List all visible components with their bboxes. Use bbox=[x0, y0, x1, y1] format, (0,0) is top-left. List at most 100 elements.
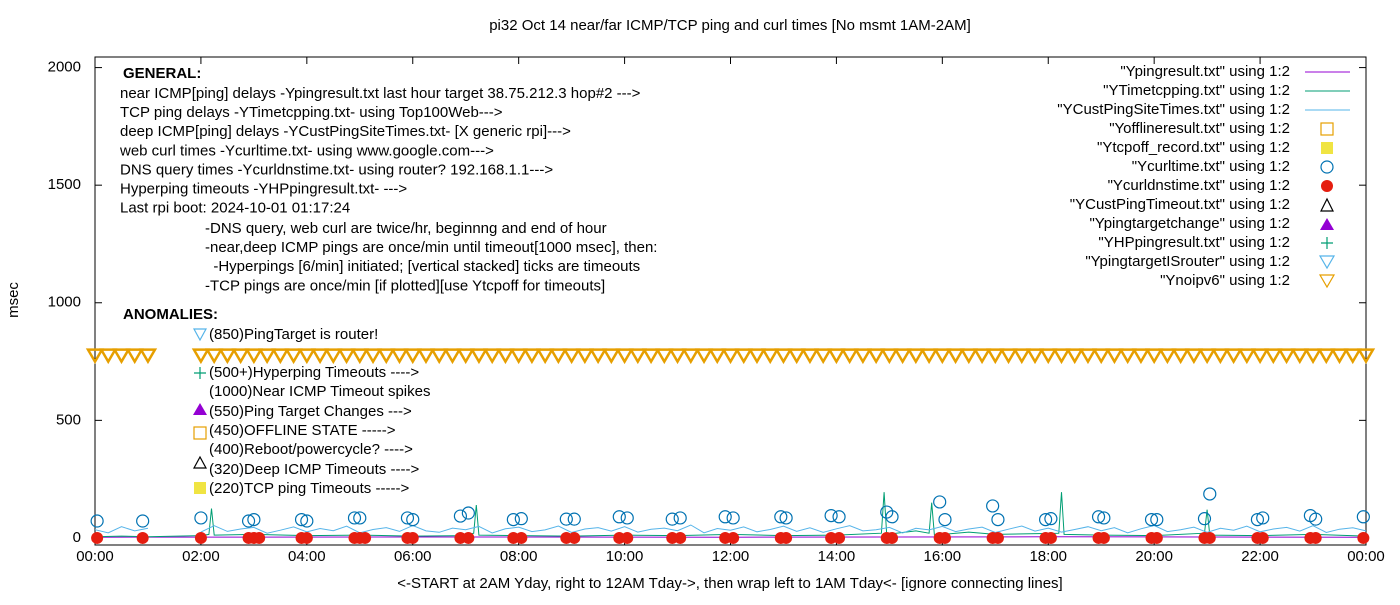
series-point bbox=[1054, 350, 1068, 362]
annotation: (320)Deep ICMP Timeouts ----> bbox=[209, 461, 419, 478]
series-point bbox=[515, 532, 527, 544]
series-point bbox=[1319, 350, 1333, 362]
x-tick-label: 04:00 bbox=[288, 548, 326, 565]
series-point bbox=[353, 350, 367, 362]
legend-swatch bbox=[1321, 142, 1333, 154]
series-point bbox=[934, 496, 946, 508]
series-line bbox=[95, 525, 1366, 533]
series-point bbox=[1200, 350, 1214, 362]
annotation: web curl times -Ycurltime.txt- using www… bbox=[119, 142, 494, 159]
series-point bbox=[515, 513, 527, 525]
series-point bbox=[886, 511, 898, 523]
series-point bbox=[195, 512, 207, 524]
series-point bbox=[949, 350, 963, 362]
series-point bbox=[454, 510, 466, 522]
x-tick-label: 06:00 bbox=[394, 548, 432, 565]
series-point bbox=[1310, 532, 1322, 544]
x-tick-label: 08:00 bbox=[500, 548, 538, 565]
y-tick-label: 1500 bbox=[48, 176, 81, 193]
annotation: (1000)Near ICMP Timeout spikes bbox=[209, 383, 430, 400]
series-point bbox=[91, 532, 103, 544]
series-point bbox=[833, 532, 845, 544]
series-point bbox=[445, 350, 459, 362]
annotation: TCP ping delays -YTimetcpping.txt- using… bbox=[120, 104, 503, 121]
x-tick-label: 12:00 bbox=[712, 548, 750, 565]
series-point bbox=[141, 350, 155, 362]
key-icon bbox=[194, 482, 206, 494]
series-point bbox=[568, 513, 580, 525]
series-point bbox=[992, 532, 1004, 544]
y-tick-label: 500 bbox=[56, 411, 81, 428]
series-point bbox=[1002, 350, 1016, 362]
series-point bbox=[992, 514, 1004, 526]
x-tick-label: 02:00 bbox=[182, 548, 220, 565]
series-point bbox=[1045, 532, 1057, 544]
series-point bbox=[359, 532, 371, 544]
annotation: (400)Reboot/powercycle? ----> bbox=[209, 441, 413, 458]
series-point bbox=[657, 350, 671, 362]
legend-label: "Ytcpoff_record.txt" using 1:2 bbox=[1097, 139, 1290, 156]
chart-title: pi32 Oct 14 near/far ICMP/TCP ping and c… bbox=[489, 17, 971, 34]
series-point bbox=[393, 350, 407, 362]
annotation: (220)TCP ping Timeouts -----> bbox=[209, 480, 409, 497]
series-point bbox=[301, 532, 313, 544]
series-point bbox=[1147, 350, 1161, 362]
series-point bbox=[551, 350, 565, 362]
series-point bbox=[790, 350, 804, 362]
key-icon bbox=[193, 403, 207, 415]
series-point bbox=[1357, 511, 1369, 523]
series-point bbox=[101, 350, 115, 362]
series-point bbox=[803, 350, 817, 362]
series-point bbox=[882, 350, 896, 362]
series-point bbox=[1227, 350, 1241, 362]
key-icon bbox=[194, 427, 206, 439]
legend-swatch bbox=[1321, 123, 1333, 135]
legend-label: "Ycurldnstime.txt" using 1:2 bbox=[1108, 177, 1290, 194]
legend-label: "Ypingresult.txt" using 1:2 bbox=[1120, 63, 1290, 80]
series-point bbox=[939, 532, 951, 544]
series-point bbox=[194, 350, 208, 362]
y-tick-label: 0 bbox=[73, 529, 81, 546]
annotation: (550)Ping Target Changes ---> bbox=[209, 403, 412, 420]
series-point bbox=[253, 532, 265, 544]
series-point bbox=[1121, 350, 1135, 362]
y-tick-label: 2000 bbox=[48, 59, 81, 76]
legend-label: "YTimetcpping.txt" using 1:2 bbox=[1103, 82, 1290, 99]
series-point bbox=[207, 350, 221, 362]
legend-label: "YCustPingTimeout.txt" using 1:2 bbox=[1070, 196, 1290, 213]
x-tick-label: 16:00 bbox=[924, 548, 962, 565]
series-point bbox=[340, 350, 354, 362]
series-point bbox=[737, 350, 751, 362]
series-point bbox=[869, 350, 883, 362]
series-point bbox=[621, 512, 633, 524]
series-point bbox=[1081, 350, 1095, 362]
key-icon bbox=[194, 457, 206, 468]
series-point bbox=[1094, 350, 1108, 362]
series-point bbox=[684, 350, 698, 362]
series-point bbox=[1174, 350, 1188, 362]
series-point bbox=[856, 350, 870, 362]
series-point bbox=[631, 350, 645, 362]
series-point bbox=[962, 350, 976, 362]
series-point bbox=[354, 512, 366, 524]
annotation-heading: ANOMALIES: bbox=[123, 306, 218, 323]
series-point bbox=[724, 350, 738, 362]
series-point bbox=[407, 532, 419, 544]
x-tick-label: 00:00 bbox=[1347, 548, 1385, 565]
series-point bbox=[935, 350, 949, 362]
series-point bbox=[462, 532, 474, 544]
series-point bbox=[909, 350, 923, 362]
annotation: (500+)Hyperping Timeouts ----> bbox=[209, 364, 419, 381]
series-point bbox=[829, 350, 843, 362]
annotation: -DNS query, web curl are twice/hr, begin… bbox=[205, 220, 607, 237]
series-point bbox=[1187, 350, 1201, 362]
series-point bbox=[195, 532, 207, 544]
series-point bbox=[379, 350, 393, 362]
legend-swatch bbox=[1320, 275, 1334, 287]
x-axis-label: <-START at 2AM Yday, right to 12AM Tday-… bbox=[397, 575, 1062, 592]
series-point bbox=[1257, 532, 1269, 544]
series-point bbox=[300, 350, 314, 362]
series-point bbox=[710, 350, 724, 362]
